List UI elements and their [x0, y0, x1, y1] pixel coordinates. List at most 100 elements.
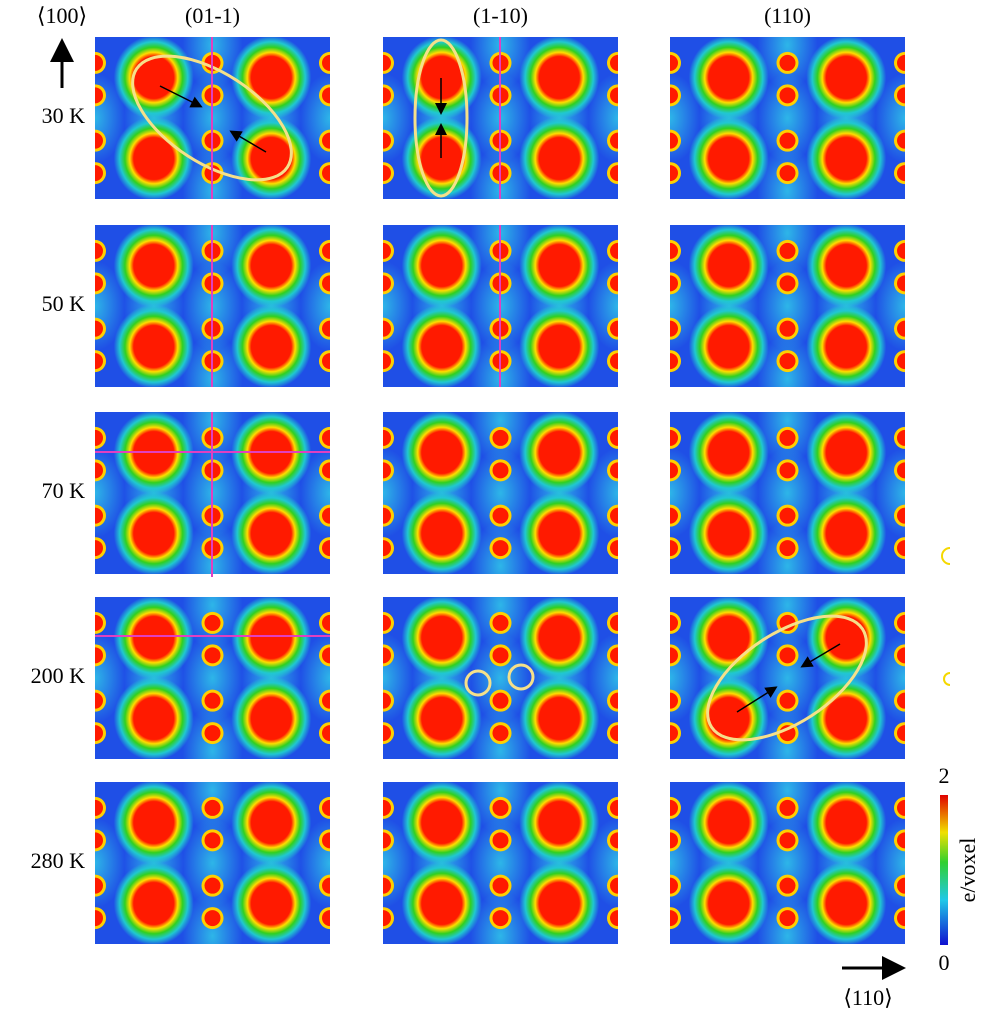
- density-blob: [113, 676, 194, 759]
- density-dot: [322, 647, 330, 664]
- density-dot: [670, 462, 678, 479]
- density-dot: [897, 132, 905, 149]
- density-dot: [204, 832, 221, 849]
- overlays: [95, 37, 951, 742]
- density-blob: [519, 304, 600, 387]
- density-blob: [519, 861, 600, 944]
- density-dot: [670, 165, 678, 182]
- density-blob: [401, 782, 482, 865]
- density-dot: [897, 799, 905, 816]
- density-map: [670, 37, 905, 199]
- density-dot: [670, 87, 678, 104]
- density-dot: [897, 725, 905, 742]
- density-blob: [231, 412, 312, 495]
- density-dot: [95, 275, 103, 292]
- density-dot: [897, 832, 905, 849]
- density-dot: [610, 353, 618, 370]
- density-blob: [231, 491, 312, 574]
- vertical-axis-label: ⟨100⟩: [37, 3, 87, 28]
- density-blob: [231, 861, 312, 944]
- haze: [470, 818, 531, 908]
- density-blob: [519, 412, 600, 495]
- density-dot: [897, 910, 905, 927]
- density-dot: [95, 540, 103, 557]
- density-dot: [897, 429, 905, 446]
- motion-arrow: [159, 85, 203, 108]
- row-label: 280 K: [31, 848, 86, 873]
- density-dot: [492, 877, 509, 894]
- density-blob: [688, 597, 769, 680]
- density-dot: [322, 165, 330, 182]
- haze: [757, 448, 818, 538]
- density-dot: [95, 87, 103, 104]
- density-dot: [95, 725, 103, 742]
- density-dot: [897, 692, 905, 709]
- density-blob: [401, 597, 482, 680]
- density-dot: [322, 242, 330, 259]
- density-dot: [95, 614, 103, 631]
- density-dot: [322, 540, 330, 557]
- density-dot: [492, 725, 509, 742]
- density-dot: [95, 462, 103, 479]
- density-dot: [204, 877, 221, 894]
- density-dot: [779, 242, 796, 259]
- density-dot: [95, 877, 103, 894]
- density-dot: [383, 614, 391, 631]
- row-label: 50 K: [42, 291, 86, 316]
- density-dot: [95, 799, 103, 816]
- density-blob: [519, 491, 600, 574]
- haze: [182, 818, 243, 908]
- density-dot: [897, 647, 905, 664]
- density-dot: [610, 910, 618, 927]
- density-blob: [688, 861, 769, 944]
- density-dot: [95, 132, 103, 149]
- density-dot: [670, 132, 678, 149]
- colorbar-max: 2: [939, 763, 950, 788]
- density-dot: [383, 353, 391, 370]
- density-dot: [492, 462, 509, 479]
- map-content: [383, 782, 618, 944]
- density-blob: [688, 37, 769, 120]
- density-dot: [897, 165, 905, 182]
- density-dot: [610, 242, 618, 259]
- density-dot: [322, 54, 330, 71]
- density-dot: [322, 910, 330, 927]
- motion-arrow: [736, 686, 778, 713]
- density-map: [95, 597, 330, 759]
- horizontal-axis-label: ⟨110⟩: [843, 985, 892, 1010]
- haze: [757, 73, 818, 163]
- density-dot: [897, 242, 905, 259]
- row-label: 70 K: [42, 478, 86, 503]
- density-blob: [401, 225, 482, 308]
- density-dot: [610, 692, 618, 709]
- density-dot: [897, 462, 905, 479]
- density-dot: [610, 54, 618, 71]
- density-dot: [610, 462, 618, 479]
- density-dot: [779, 275, 796, 292]
- density-dot: [610, 275, 618, 292]
- haze: [757, 818, 818, 908]
- density-dot: [779, 877, 796, 894]
- density-dot: [383, 275, 391, 292]
- density-dot: [322, 429, 330, 446]
- density-dot: [779, 132, 796, 149]
- haze: [182, 633, 243, 723]
- density-dot: [95, 647, 103, 664]
- density-map: [670, 782, 905, 944]
- highlight-ellipse: [131, 54, 293, 182]
- density-blob: [231, 597, 312, 680]
- density-dot: [670, 320, 678, 337]
- density-blob: [806, 225, 887, 308]
- map-content: [383, 225, 618, 387]
- density-blob: [113, 861, 194, 944]
- density-dot: [204, 910, 221, 927]
- map-content: [670, 225, 905, 387]
- density-dot: [322, 725, 330, 742]
- marker-arc: [943, 672, 951, 686]
- density-dot: [779, 507, 796, 524]
- density-blob: [688, 412, 769, 495]
- density-map: [383, 782, 618, 944]
- map-content: [95, 782, 330, 944]
- density-dot: [897, 877, 905, 894]
- density-dot: [204, 725, 221, 742]
